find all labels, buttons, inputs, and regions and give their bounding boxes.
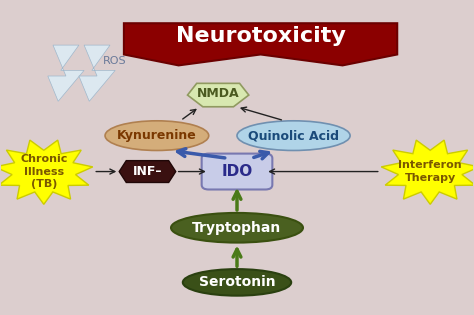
Ellipse shape — [183, 269, 291, 296]
Text: ROS: ROS — [103, 56, 126, 66]
Text: Quinolic Acid: Quinolic Acid — [248, 129, 339, 142]
Text: Tryptophan: Tryptophan — [192, 221, 282, 235]
Text: Kynurenine: Kynurenine — [117, 129, 197, 142]
Text: INF–: INF– — [133, 165, 162, 178]
Ellipse shape — [171, 213, 303, 243]
Text: Chronic
Illness
(TB): Chronic Illness (TB) — [20, 154, 67, 189]
Polygon shape — [381, 140, 474, 204]
FancyBboxPatch shape — [201, 154, 273, 190]
Text: Serotonin: Serotonin — [199, 275, 275, 289]
Text: Interferon
Therapy: Interferon Therapy — [398, 160, 462, 183]
Polygon shape — [0, 140, 93, 204]
Text: IDO: IDO — [221, 164, 253, 179]
Text: NMDA: NMDA — [197, 87, 239, 100]
Text: Neurotoxicity: Neurotoxicity — [176, 26, 346, 46]
Polygon shape — [119, 161, 176, 182]
Polygon shape — [79, 45, 115, 101]
Ellipse shape — [237, 121, 350, 151]
Polygon shape — [188, 83, 249, 107]
Polygon shape — [48, 45, 84, 101]
Polygon shape — [124, 23, 397, 66]
Ellipse shape — [105, 121, 209, 151]
